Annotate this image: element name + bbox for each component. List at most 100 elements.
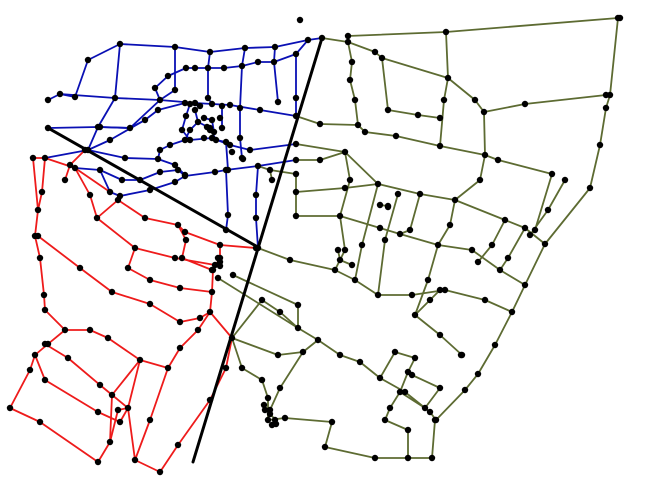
network-node xyxy=(292,170,300,178)
network-node xyxy=(504,254,512,262)
network-node xyxy=(186,100,194,108)
network-node xyxy=(541,240,549,248)
network-node xyxy=(208,100,216,108)
network-node xyxy=(341,246,349,254)
network-node xyxy=(216,114,224,122)
network-node xyxy=(501,216,509,224)
network-node xyxy=(384,106,392,114)
network-node xyxy=(164,364,172,372)
network-node xyxy=(440,96,448,104)
network-node xyxy=(118,176,126,184)
network-node xyxy=(66,161,74,169)
network-node xyxy=(331,266,339,274)
network-node xyxy=(381,236,389,244)
network-node xyxy=(508,308,516,316)
network-node xyxy=(378,54,386,62)
network-edge xyxy=(225,169,229,231)
network-node xyxy=(36,254,44,262)
network-node xyxy=(292,140,300,148)
network-node xyxy=(346,76,354,84)
network-node xyxy=(116,418,124,426)
network-node xyxy=(376,201,384,209)
network-node xyxy=(212,136,220,144)
network-node xyxy=(56,90,64,98)
network-node xyxy=(191,99,199,107)
network-node xyxy=(264,394,272,402)
network-node xyxy=(181,136,189,144)
network-edge xyxy=(295,183,379,193)
network-node xyxy=(222,226,230,234)
network-node xyxy=(358,241,366,249)
network-node xyxy=(61,326,69,334)
network-node xyxy=(96,381,104,389)
network-edge xyxy=(231,337,319,356)
network-node xyxy=(124,404,132,412)
network-edge xyxy=(477,219,506,263)
network-node xyxy=(341,148,349,156)
network-edge xyxy=(544,17,619,245)
network-node xyxy=(274,351,282,359)
network-node xyxy=(206,396,214,404)
network-node xyxy=(34,232,42,240)
network-node xyxy=(141,214,149,222)
network-node xyxy=(294,324,302,332)
network-node xyxy=(126,124,134,132)
network-node xyxy=(171,161,179,169)
network-edge xyxy=(381,57,553,175)
network-edge xyxy=(354,183,379,281)
network-edge xyxy=(411,374,441,389)
network-node xyxy=(222,138,230,146)
network-node xyxy=(106,136,114,144)
network-node xyxy=(206,308,214,316)
network-node xyxy=(276,308,284,316)
network-node xyxy=(476,176,484,184)
network-node xyxy=(274,98,282,106)
network-node xyxy=(206,48,214,56)
network-node xyxy=(428,454,436,462)
network-node xyxy=(228,334,236,342)
network-node xyxy=(261,406,269,414)
network-node xyxy=(348,58,356,66)
network-edge xyxy=(44,343,129,409)
network-node xyxy=(41,154,49,162)
network-node xyxy=(146,300,154,308)
network-node xyxy=(271,43,279,51)
network-node xyxy=(408,291,416,299)
network-node xyxy=(186,126,194,134)
network-node xyxy=(44,124,52,132)
network-node xyxy=(121,154,129,162)
network-node xyxy=(441,286,449,294)
network-node xyxy=(136,356,144,364)
network-edge xyxy=(295,215,526,286)
network-node xyxy=(561,176,569,184)
network-edge xyxy=(134,367,169,461)
network-node xyxy=(41,306,49,314)
network-node xyxy=(71,164,79,172)
network-node xyxy=(296,16,304,24)
network-edge xyxy=(32,157,111,193)
network-node xyxy=(214,274,222,282)
network-node xyxy=(408,371,416,379)
network-edge xyxy=(273,46,279,103)
network-node xyxy=(348,261,356,269)
network-node xyxy=(252,214,260,222)
network-node xyxy=(616,14,624,22)
network-node xyxy=(318,34,326,42)
network-node xyxy=(258,376,266,384)
network-node xyxy=(34,206,42,214)
network-node xyxy=(176,318,184,326)
network-node xyxy=(521,224,529,232)
network-edge xyxy=(529,173,553,236)
network-node xyxy=(224,166,232,174)
network-node xyxy=(182,64,190,72)
network-node xyxy=(38,188,46,196)
network-edge xyxy=(347,41,441,147)
network-node xyxy=(548,170,556,178)
network-node xyxy=(156,468,164,476)
network-node xyxy=(602,91,610,99)
network-node xyxy=(236,134,244,142)
network-node xyxy=(81,146,89,154)
network-node xyxy=(436,384,444,392)
network-node xyxy=(211,261,219,269)
network-node xyxy=(336,256,344,264)
